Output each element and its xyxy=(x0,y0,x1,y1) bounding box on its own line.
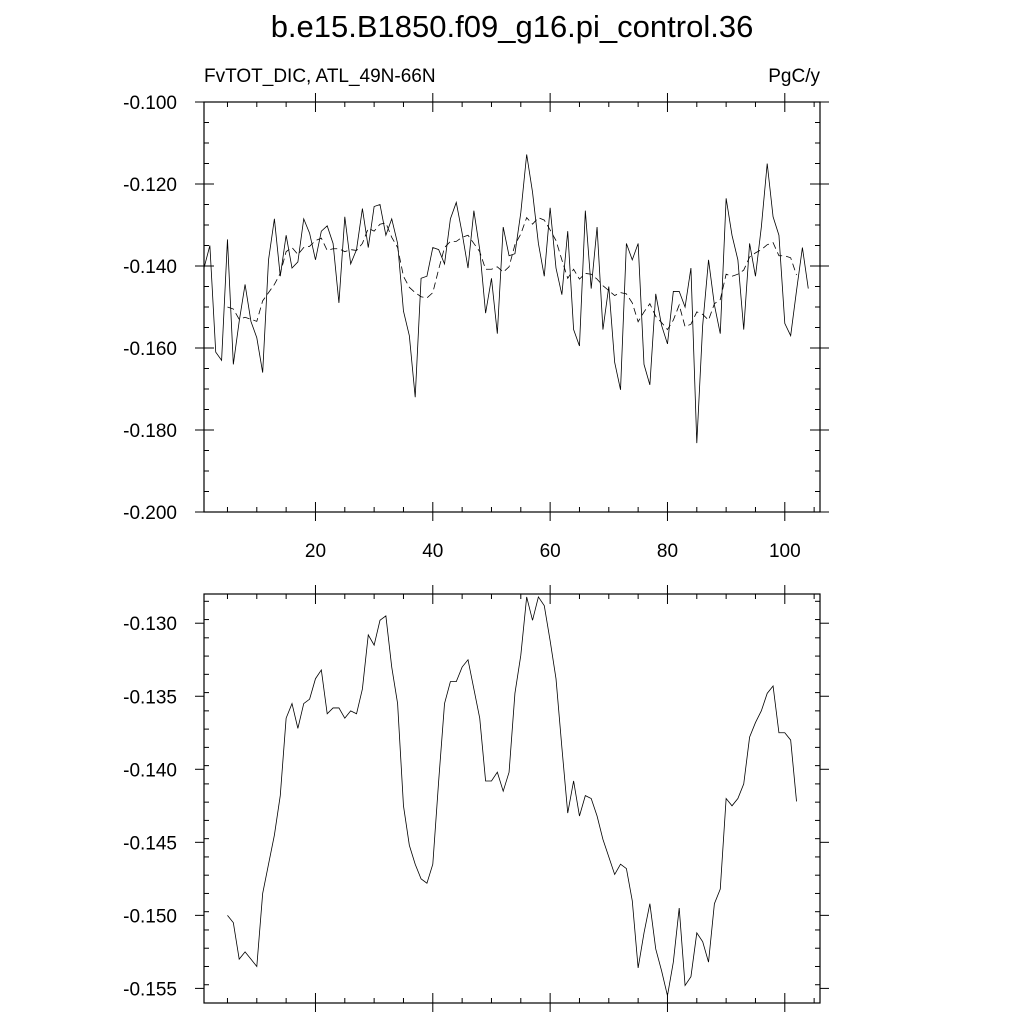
bottom-y-tick-label: -0.155 xyxy=(123,979,177,1000)
top-y-tick-label: -0.100 xyxy=(123,93,177,114)
bottom-series-raw-line xyxy=(227,595,797,996)
top-y-tick-label: -0.200 xyxy=(123,503,177,524)
top-series-raw-line xyxy=(203,154,809,444)
figure-title: b.e15.B1850.f09_g16.pi_control.36 xyxy=(271,9,754,44)
top-y-tick-label: -0.140 xyxy=(123,257,177,278)
bottom-y-tick-label: -0.135 xyxy=(123,687,177,708)
top-y-tick-label: -0.120 xyxy=(123,175,177,196)
bottom-y-tick-label: -0.150 xyxy=(123,906,177,927)
bottom-y-tick-label: -0.130 xyxy=(123,614,177,635)
top-x-tick-label: 40 xyxy=(422,541,443,562)
top-y-tick-label: -0.160 xyxy=(123,339,177,360)
variable-label: FvTOT_DIC, ATL_49N-66N xyxy=(204,66,436,87)
top-series-smoothed-line xyxy=(227,216,797,331)
top-x-tick-label: 60 xyxy=(540,541,561,562)
top-y-tick-label: -0.180 xyxy=(123,421,177,442)
bottom-panel: -0.155 -0.150 -0.145 -0.140 -0.135 -0.130 xyxy=(123,585,829,1012)
top-plot-frame xyxy=(203,101,821,513)
top-x-tick-label: 20 xyxy=(305,541,326,562)
bottom-plot-frame xyxy=(203,593,821,1004)
top-panel: -0.200 -0.180 -0.160 -0.140 -0.120 -0.100 20 40… xyxy=(123,93,829,562)
top-x-tick-label: 80 xyxy=(657,541,678,562)
bottom-y-tick-label: -0.145 xyxy=(123,833,177,854)
units-label: PgC/y xyxy=(768,66,820,87)
bottom-y-tick-label: -0.140 xyxy=(123,760,177,781)
top-x-tick-label: 100 xyxy=(769,541,801,562)
